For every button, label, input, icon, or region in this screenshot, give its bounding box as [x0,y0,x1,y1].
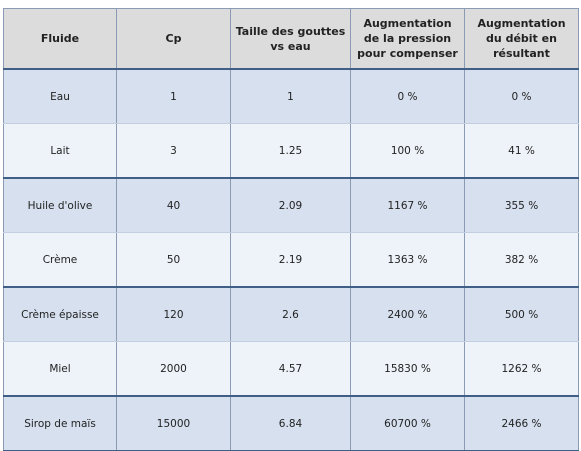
table-row: Crème épaisse 120 2.6 2400 % 500 % [3,287,579,342]
table-cell: Huile d'olive [3,178,117,233]
table-cell: 2466 % [464,396,579,451]
table-cell: 2400 % [350,287,465,342]
table-body: Eau 1 1 0 % 0 % Lait 3 1.25 100 % 41 % Huile d'oli… [3,69,579,451]
table-cell: 100 % [350,123,465,179]
table-cell: 1 [116,69,231,124]
header-cell: Augmentation du débit en résultant [464,8,579,70]
table-cell: 2.19 [230,232,351,288]
table-cell: Lait [3,123,117,179]
table-cell: 2.09 [230,178,351,233]
table-cell: 60700 % [350,396,465,451]
table-header: Fluide Cp Taille des gouttes vs eau Augment… [3,8,579,70]
table-row: Sirop de maïs 15000 6.84 60700 % 2466 % [3,396,579,451]
table-row: Lait 3 1.25 100 % 41 % [3,123,579,179]
table-cell: 1363 % [350,232,465,288]
table-cell: 40 [116,178,231,233]
table-row: Miel 2000 4.57 15830 % 1262 % [3,341,579,397]
table-cell: 120 [116,287,231,342]
table-row: Crème 50 2.19 1363 % 382 % [3,232,579,288]
table-cell: Miel [3,341,117,397]
table-cell: Eau [3,69,117,124]
table-cell: Crème [3,232,117,288]
table-cell: 355 % [464,178,579,233]
table-cell: 15000 [116,396,231,451]
table-cell: 50 [116,232,231,288]
table-cell: 500 % [464,287,579,342]
table-cell: 6.84 [230,396,351,451]
table-cell: 1 [230,69,351,124]
table-cell: 1167 % [350,178,465,233]
table-cell: 2000 [116,341,231,397]
data-table: Fluide Cp Taille des gouttes vs eau Augment… [3,8,579,451]
table-cell: 41 % [464,123,579,179]
header-row: Fluide Cp Taille des gouttes vs eau Augment… [3,8,579,70]
table-cell: 0 % [350,69,465,124]
header-cell: Augmentation de la pression pour compens… [350,8,465,70]
table-cell: 3 [116,123,231,179]
header-cell: Taille des gouttes vs eau [230,8,351,70]
table-cell: 1262 % [464,341,579,397]
table-row: Eau 1 1 0 % 0 % [3,69,579,124]
table-cell: 1.25 [230,123,351,179]
header-cell: Cp [116,8,231,70]
table-cell: 382 % [464,232,579,288]
table-row: Huile d'olive 40 2.09 1167 % 355 % [3,178,579,233]
table-cell: 2.6 [230,287,351,342]
table-cell: Sirop de maïs [3,396,117,451]
table-cell: 4.57 [230,341,351,397]
header-cell: Fluide [3,8,117,70]
table-cell: 0 % [464,69,579,124]
table-cell: 15830 % [350,341,465,397]
table-cell: Crème épaisse [3,287,117,342]
